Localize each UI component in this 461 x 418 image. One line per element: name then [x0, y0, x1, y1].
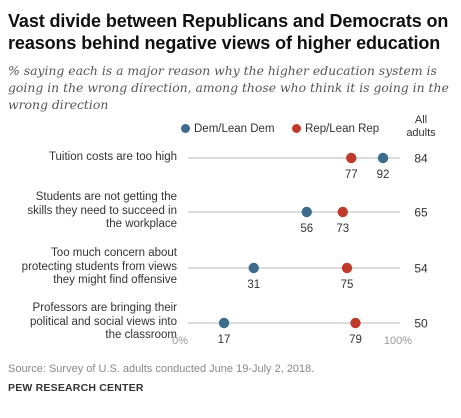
row-label-2-line-3: the workplace: [106, 218, 177, 230]
value-label-rep-row-3: 75: [341, 279, 354, 291]
dot-rep-row-3: [341, 262, 353, 274]
axis-tick-label-100: 100%: [384, 335, 412, 347]
all-adults-value-row-3: 54: [414, 262, 428, 276]
dot-dem-row-1: [377, 152, 389, 164]
value-label-dem-row-2: 56: [300, 223, 313, 235]
row-label-4-line-3: the classroom: [105, 329, 177, 341]
all-adults-header-line-2: adults: [406, 127, 436, 139]
source-note: Source: Survey of U.S. adults conducted …: [8, 363, 315, 375]
row-label-1: Tuition costs are too high: [0, 151, 177, 165]
row-label-4-line-2: political and social views into: [29, 315, 177, 328]
value-label-rep-row-2: 73: [336, 223, 349, 235]
row-label-4-line-1: Professors are bringing their: [32, 302, 177, 314]
legend-dem-label: Dem/Lean Dem: [194, 123, 275, 135]
value-label-rep-row-1: 77: [345, 169, 358, 181]
value-label-dem-row-4: 17: [218, 334, 231, 346]
legend-dem-marker: [181, 124, 190, 133]
row-label-2-line-2: skills they need to succeed in: [27, 204, 177, 217]
legend-dem: Dem/Lean Dem: [181, 123, 275, 135]
organization-name: PEW RESEARCH CENTER: [8, 382, 144, 394]
dot-rep-row-4: [350, 317, 361, 329]
value-label-dem-row-1: 92: [377, 169, 390, 181]
row-label-3-line-1: Too much concern about: [51, 247, 177, 259]
all-adults-header: All adults: [400, 114, 442, 140]
row-label-2: Students are not getting the skills they …: [0, 191, 177, 232]
axis-tick-label-0: 0%: [172, 335, 188, 347]
all-adults-header-line-1: All: [414, 114, 428, 126]
row-label-3-line-2: protecting students from views: [21, 260, 177, 273]
row-label-4: Professors are bringing their political a…: [0, 302, 177, 343]
all-adults-value-row-2: 65: [414, 206, 428, 220]
dot-rep-row-2: [337, 206, 348, 218]
all-adults-value-row-1: 84: [414, 152, 428, 166]
dot-dem-row-3: [248, 262, 259, 274]
all-adults-value-row-4: 50: [414, 317, 428, 331]
legend-rep-marker: [292, 124, 301, 133]
row-label-2-line-1: Students are not getting the: [35, 191, 177, 203]
legend-rep: Rep/Lean Rep: [292, 123, 379, 135]
value-label-rep-row-4: 79: [349, 334, 362, 346]
chart-title: Vast divide between Republicans and Demo…: [8, 11, 449, 53]
value-label-dem-row-3: 31: [247, 279, 260, 291]
legend-rep-label: Rep/Lean Rep: [305, 123, 380, 135]
row-label-3-line-3: they might find offensive: [53, 274, 177, 286]
dot-rep-row-1: [346, 152, 357, 164]
dot-dem-row-2: [301, 206, 312, 218]
dot-dem-row-4: [218, 317, 230, 329]
row-label-1-line-1: Tuition costs are too high: [48, 151, 177, 163]
chart-subtitle: % saying each is a major reason why the …: [8, 63, 449, 112]
row-label-3: Too much concern about protecting student…: [0, 247, 177, 288]
